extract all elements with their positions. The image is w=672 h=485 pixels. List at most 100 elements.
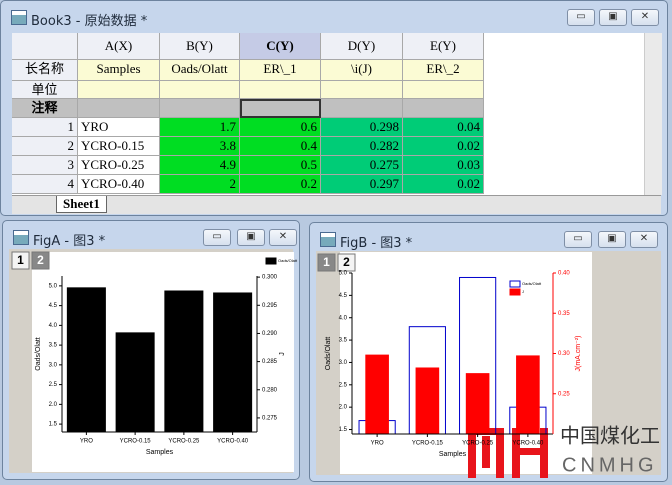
- bar: [365, 354, 389, 435]
- unit-cell[interactable]: [160, 81, 240, 99]
- maximize-button[interactable]: ▣: [237, 229, 265, 246]
- y2-axis-label: J(mA.cm⁻²): [575, 336, 582, 372]
- bar: [164, 290, 204, 433]
- row-number[interactable]: 4: [12, 175, 78, 194]
- maximize-button[interactable]: ▣: [598, 231, 626, 248]
- column-header[interactable]: C(Y): [240, 33, 321, 60]
- y-tick-label: 4.5: [339, 293, 348, 299]
- page-tab: [317, 253, 336, 272]
- data-cell[interactable]: 0.2: [240, 175, 321, 194]
- data-cell[interactable]: 0.4: [240, 137, 321, 156]
- long-name-cell[interactable]: ER\_2: [403, 60, 484, 81]
- column-header[interactable]: A(X): [78, 33, 160, 60]
- y2-tick-label: 0.285: [262, 359, 278, 365]
- bar: [115, 332, 155, 433]
- comment-cell[interactable]: [240, 99, 321, 118]
- bar: [465, 373, 490, 435]
- y2-tick-label: 0.35: [558, 311, 570, 317]
- row-number[interactable]: 3: [12, 156, 78, 175]
- book-icon: [11, 10, 27, 25]
- vertical-scrollbar[interactable]: [644, 33, 662, 195]
- y-axis-label: Oads/Olatt: [35, 337, 42, 371]
- unit-cell[interactable]: [78, 81, 160, 99]
- data-cell[interactable]: YRO: [78, 118, 160, 137]
- watermark-text: 中国煤化工: [560, 424, 660, 448]
- data-cell[interactable]: 2: [160, 175, 240, 194]
- minimize-button[interactable]: ▭: [564, 231, 592, 248]
- unit-cell[interactable]: [321, 81, 403, 99]
- row-number[interactable]: 1: [12, 118, 78, 137]
- x-axis-label: Samples: [146, 449, 174, 456]
- minimize-button[interactable]: ▭: [203, 229, 231, 246]
- data-cell[interactable]: 0.297: [321, 175, 403, 194]
- row-label[interactable]: 单位: [12, 81, 78, 99]
- data-cell[interactable]: 4.9: [160, 156, 240, 175]
- data-cell[interactable]: 0.298: [321, 118, 403, 137]
- y-tick-label: 5.0: [339, 271, 348, 277]
- graph-icon: [320, 232, 336, 247]
- y2-tick-label: 0.295: [262, 303, 278, 309]
- column-header[interactable]: D(Y): [321, 33, 403, 60]
- y2-tick-label: 0.25: [558, 391, 570, 397]
- book-title: Book3 - 原始数据 *: [31, 14, 148, 29]
- maximize-button[interactable]: ▣: [599, 9, 627, 26]
- row-label[interactable]: 长名称: [12, 60, 78, 81]
- x-tick-label: YRO: [80, 439, 93, 445]
- data-cell[interactable]: 0.282: [321, 137, 403, 156]
- data-cell[interactable]: 0.6: [240, 118, 321, 137]
- column-header[interactable]: E(Y): [403, 33, 484, 60]
- y2-tick-label: 0.300: [262, 275, 278, 281]
- unit-cell[interactable]: [240, 81, 321, 99]
- window-title: FigB - 图3 *: [340, 236, 413, 251]
- data-cell[interactable]: 0.5: [240, 156, 321, 175]
- x-tick-label: YCRO-0.25: [462, 441, 494, 447]
- y-tick-label: 4.0: [339, 315, 348, 321]
- row-label[interactable]: 注释: [12, 99, 78, 118]
- long-name-cell[interactable]: ER\_1: [240, 60, 321, 81]
- y-tick-label: 2.0: [49, 402, 58, 408]
- x-tick-label: YCRO-0.15: [412, 441, 444, 447]
- close-button[interactable]: ✕: [631, 9, 659, 26]
- comment-cell[interactable]: [403, 99, 484, 118]
- y-tick-label: 5.0: [49, 283, 58, 289]
- long-name-cell[interactable]: \i(J): [321, 60, 403, 81]
- tab-bar: Sheet1: [12, 195, 661, 214]
- y2-tick-label: 0.280: [262, 387, 278, 393]
- sheet-tab[interactable]: Sheet1: [56, 196, 107, 213]
- y-tick-label: 1.5: [339, 427, 348, 433]
- close-button[interactable]: ✕: [630, 231, 658, 248]
- comment-cell[interactable]: [78, 99, 160, 118]
- comment-cell[interactable]: [160, 99, 240, 118]
- corner-cell[interactable]: [12, 33, 78, 60]
- page-tab-label: 1: [323, 255, 330, 269]
- data-cell[interactable]: 0.03: [403, 156, 484, 175]
- data-cell[interactable]: 0.275: [321, 156, 403, 175]
- minimize-button[interactable]: ▭: [567, 9, 595, 26]
- data-cell[interactable]: 0.02: [403, 175, 484, 194]
- legend-swatch: [509, 280, 521, 288]
- comment-cell[interactable]: [321, 99, 403, 118]
- y2-tick-label: 0.275: [262, 415, 278, 421]
- data-cell[interactable]: 0.02: [403, 137, 484, 156]
- data-cell[interactable]: YCRO-0.25: [78, 156, 160, 175]
- long-name-cell[interactable]: Samples: [78, 60, 160, 81]
- watermark-subtext: CNMHG: [562, 454, 658, 476]
- data-cell[interactable]: YCRO-0.40: [78, 175, 160, 194]
- window-title: FigA - 图3 *: [33, 234, 106, 249]
- data-cell[interactable]: 1.7: [160, 118, 240, 137]
- data-cell[interactable]: 0.04: [403, 118, 484, 137]
- data-cell[interactable]: YCRO-0.15: [78, 137, 160, 156]
- legend-label: J: [522, 289, 524, 294]
- legend-label: Oads/Olatt: [522, 281, 542, 286]
- page-tab-label: 2: [343, 255, 350, 269]
- row-number[interactable]: 2: [12, 137, 78, 156]
- unit-cell[interactable]: [403, 81, 484, 99]
- close-button[interactable]: ✕: [269, 229, 297, 246]
- long-name-cell[interactable]: Oads/Olatt: [160, 60, 240, 81]
- x-tick-label: YRO: [371, 441, 384, 447]
- data-cell[interactable]: 3.8: [160, 137, 240, 156]
- x-tick-label: YCRO-0.40: [217, 439, 249, 445]
- page-tab: [337, 253, 356, 272]
- column-header[interactable]: B(Y): [160, 33, 240, 60]
